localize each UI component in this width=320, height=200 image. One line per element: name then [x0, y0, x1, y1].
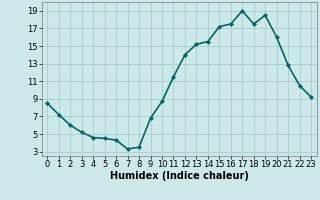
- X-axis label: Humidex (Indice chaleur): Humidex (Indice chaleur): [110, 171, 249, 181]
